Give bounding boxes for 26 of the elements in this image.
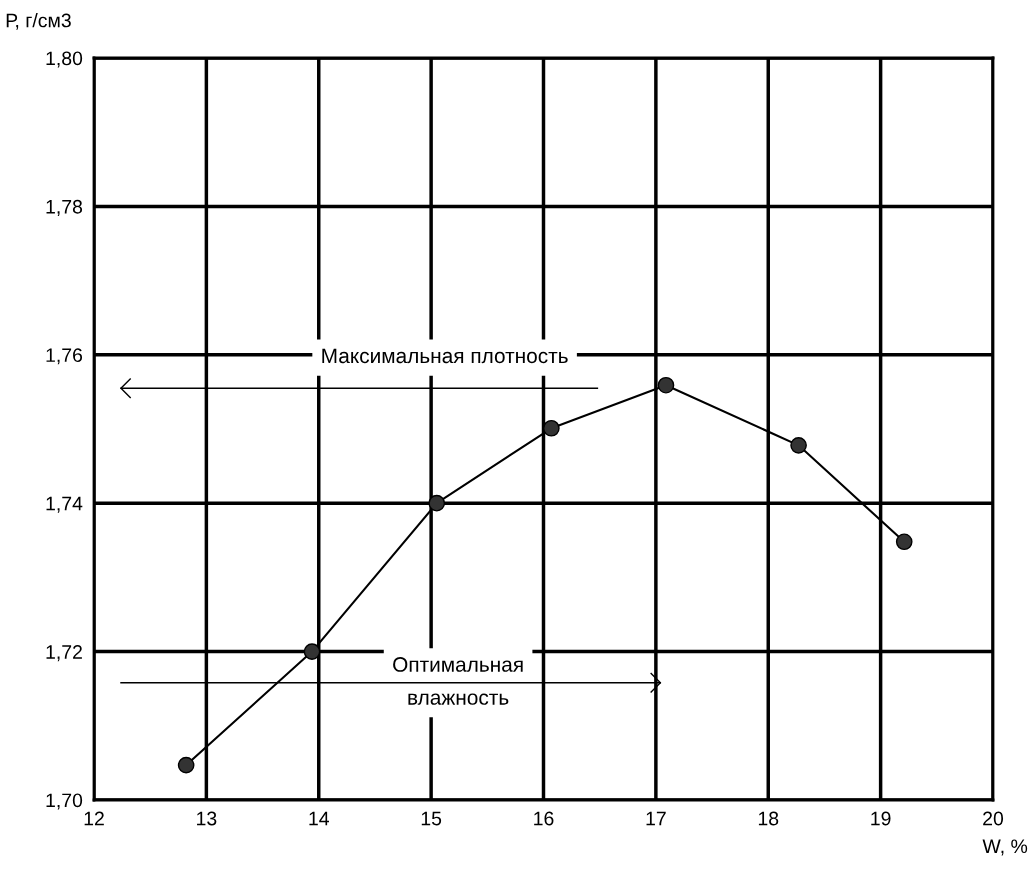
- x-tick-label: 12: [84, 811, 104, 826]
- point: [790, 436, 807, 454]
- ref-line-label: Оптимальная влажность: [393, 657, 523, 705]
- point: [895, 533, 913, 551]
- x-tick-label: 15: [421, 811, 442, 826]
- y-tick-label: 1,72: [46, 645, 82, 662]
- y-tick-label: 1,76: [46, 348, 83, 365]
- x-axis-title: W, %: [982, 839, 1028, 856]
- y-tick-label: 1,78: [46, 199, 83, 216]
- x-tick-label: 17: [646, 811, 666, 826]
- x-tick-label: 19: [871, 811, 891, 826]
- x-tick-label: 13: [197, 811, 217, 826]
- point: [428, 494, 446, 512]
- y-axis-title: Р, г/см3: [6, 13, 71, 30]
- y-tick-label: 1,70: [46, 793, 83, 810]
- point: [303, 643, 321, 660]
- point: [543, 419, 560, 437]
- point: [657, 376, 675, 394]
- point: [177, 756, 195, 774]
- ref-line-label: Максимальная плотность: [322, 348, 568, 364]
- y-tick-label: 1,80: [46, 51, 83, 68]
- x-tick-label: 20: [983, 811, 1004, 826]
- x-tick-label: 14: [309, 811, 329, 826]
- x-tick-label: 18: [758, 811, 779, 826]
- y-tick-label: 1,74: [46, 496, 83, 513]
- x-tick-label: 16: [534, 811, 554, 826]
